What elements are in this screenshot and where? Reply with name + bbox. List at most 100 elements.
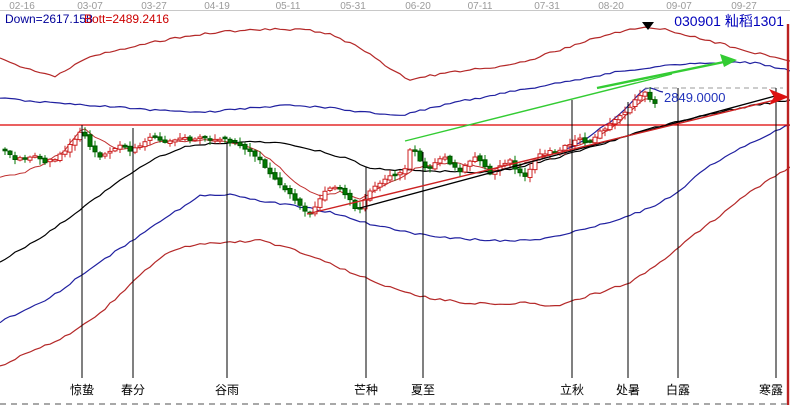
up-candle (52, 159, 58, 162)
down-candle (392, 173, 398, 177)
up-candle (637, 95, 643, 101)
down-candle (127, 145, 133, 152)
up-candle (432, 162, 438, 170)
solar-term-label: 芒种 (353, 383, 379, 397)
up-candle (72, 138, 78, 146)
down-candle (292, 193, 298, 201)
green-arrow-icon (720, 54, 737, 67)
date-label: 09-07 (666, 1, 692, 12)
down-candle (427, 166, 433, 169)
down-candle (97, 152, 103, 158)
up-candle (32, 155, 38, 158)
date-label: 06-20 (405, 1, 431, 12)
up-candle (622, 111, 628, 116)
up-candle (562, 144, 568, 151)
down-candle (652, 99, 658, 104)
up-candle (182, 137, 188, 140)
down-candle (92, 145, 98, 153)
red-ma-line (0, 98, 656, 200)
down-candle (247, 148, 253, 152)
down-candle (512, 160, 518, 170)
up-candle (142, 141, 148, 148)
down-candle (277, 177, 283, 186)
down-candle (207, 138, 213, 141)
down-candle (412, 149, 418, 152)
solar-term-label: 谷雨 (214, 383, 240, 397)
down-candle (37, 155, 43, 160)
down-candle (12, 155, 18, 160)
up-candle (467, 160, 473, 167)
down-candle (522, 172, 528, 177)
down-candle (152, 135, 158, 138)
down-candle (422, 161, 428, 169)
up-candle (62, 150, 68, 155)
black-trendline (359, 94, 780, 209)
down-candle (157, 136, 163, 141)
down-candle (282, 185, 288, 191)
down-candle (272, 172, 278, 180)
up-candle (597, 130, 603, 139)
up-candle (77, 131, 83, 141)
down-candle (482, 159, 488, 168)
down-candle (477, 155, 483, 162)
solar-term-label: 白露 (665, 383, 691, 397)
down-candle (42, 157, 48, 164)
up-candle (397, 172, 403, 176)
up-candle (507, 159, 513, 164)
up-candle (212, 138, 218, 142)
up-candle (117, 144, 123, 150)
solar-term-label: 寒露 (758, 383, 784, 397)
up-candle (192, 138, 198, 141)
up-candle (527, 168, 533, 179)
down-candle (647, 91, 653, 100)
date-label: 07-31 (534, 1, 560, 12)
solar-term-label: 春分 (120, 383, 146, 397)
down-candle (222, 136, 228, 140)
down-candle (517, 168, 523, 174)
up-candle (602, 128, 608, 132)
up-candle (367, 190, 373, 201)
up-candle (632, 99, 638, 108)
date-label: 03-07 (77, 1, 103, 12)
down-candle (122, 144, 128, 148)
down-candle (22, 157, 28, 160)
down-candle (342, 187, 348, 196)
down-candle (187, 136, 193, 141)
down-candle (267, 167, 273, 175)
up-candle (102, 153, 108, 157)
down-candle (447, 155, 453, 165)
down-candle (257, 156, 263, 161)
green-trendline (404, 73, 673, 142)
up-candle (642, 91, 648, 97)
down-candle (242, 143, 248, 150)
date-label: 09-27 (731, 1, 757, 12)
up-candle (132, 147, 138, 153)
up-candle (177, 137, 183, 141)
up-candle (567, 144, 573, 147)
candlestick-series (2, 87, 658, 218)
solar-term-label: 夏至 (410, 383, 436, 397)
down-candle (162, 139, 168, 143)
date-label: 05-31 (340, 1, 366, 12)
up-candle (377, 182, 383, 188)
down-candle (457, 167, 463, 173)
up-candle (627, 106, 633, 114)
down-candle (262, 159, 268, 168)
date-label: 04-19 (204, 1, 230, 12)
down-value-label: Down=2617.158 (5, 12, 93, 26)
up-candle (572, 139, 578, 146)
band-lower-blue (0, 124, 790, 324)
down-candle (337, 187, 343, 190)
red-arrow-icon (769, 89, 789, 105)
down-candle (7, 150, 13, 156)
up-candle (317, 198, 323, 208)
up-candle (47, 158, 53, 163)
date-label: 03-27 (141, 1, 167, 12)
date-label: 05-11 (275, 1, 301, 12)
up-candle (112, 148, 118, 152)
up-candle (217, 138, 223, 142)
up-candle (592, 136, 598, 144)
down-candle (352, 199, 358, 210)
up-candle (387, 175, 393, 181)
